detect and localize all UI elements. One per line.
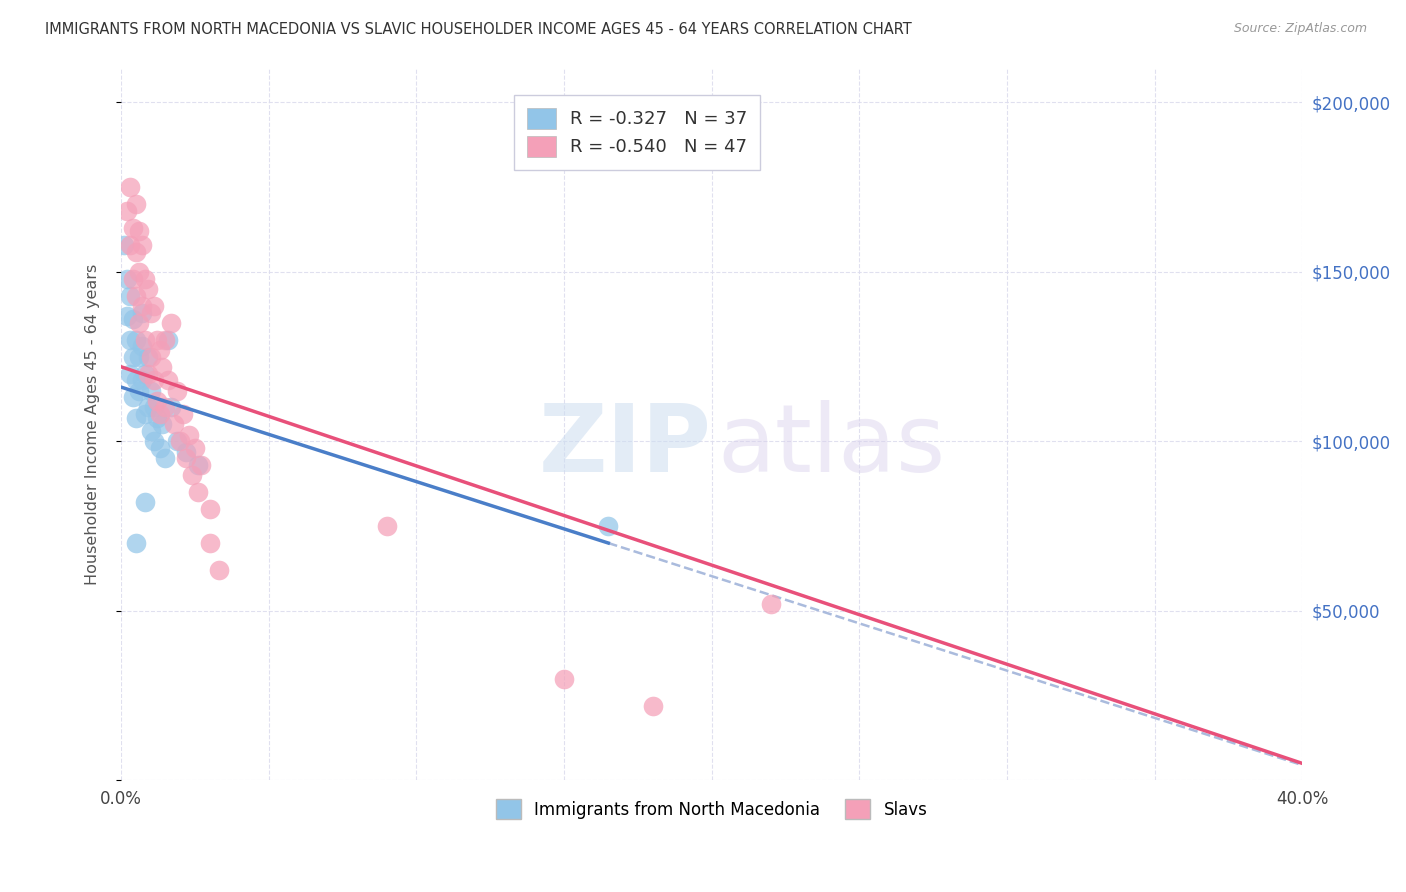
Point <box>122 312 145 326</box>
Point <box>157 373 180 387</box>
Point <box>125 288 148 302</box>
Point <box>139 305 162 319</box>
Point <box>142 299 165 313</box>
Point <box>125 244 148 259</box>
Point <box>122 350 145 364</box>
Point <box>181 468 204 483</box>
Point <box>118 237 141 252</box>
Point <box>198 502 221 516</box>
Point <box>122 390 145 404</box>
Point <box>198 536 221 550</box>
Point <box>131 299 153 313</box>
Point <box>125 536 148 550</box>
Point <box>375 519 398 533</box>
Point <box>125 373 148 387</box>
Point <box>163 417 186 432</box>
Point <box>125 197 148 211</box>
Point <box>155 401 177 415</box>
Point <box>145 393 167 408</box>
Text: ZIP: ZIP <box>538 400 711 491</box>
Point <box>598 519 620 533</box>
Point <box>134 271 156 285</box>
Point <box>145 333 167 347</box>
Point <box>169 434 191 449</box>
Point <box>187 485 209 500</box>
Point <box>187 458 209 472</box>
Point <box>128 316 150 330</box>
Text: -0.540: -0.540 <box>576 127 634 145</box>
Point <box>184 441 207 455</box>
Point <box>128 384 150 398</box>
Point <box>166 434 188 449</box>
Point <box>145 410 167 425</box>
Point <box>152 417 174 432</box>
Text: IMMIGRANTS FROM NORTH MACEDONIA VS SLAVIC HOUSEHOLDER INCOME AGES 45 - 64 YEARS : IMMIGRANTS FROM NORTH MACEDONIA VS SLAVI… <box>45 22 911 37</box>
Point <box>128 265 150 279</box>
Point <box>134 367 156 381</box>
Point <box>172 407 194 421</box>
Point <box>207 563 229 577</box>
Point <box>160 316 183 330</box>
Legend: Immigrants from North Macedonia, Slavs: Immigrants from North Macedonia, Slavs <box>489 793 934 825</box>
Point <box>155 451 177 466</box>
Point <box>115 309 138 323</box>
Y-axis label: Householder Income Ages 45 - 64 years: Householder Income Ages 45 - 64 years <box>86 264 100 585</box>
Point <box>122 220 145 235</box>
Point <box>142 401 165 415</box>
Point <box>139 350 162 364</box>
Point <box>152 359 174 374</box>
Point <box>118 180 141 194</box>
Point <box>134 407 156 421</box>
Point <box>115 203 138 218</box>
Point <box>122 271 145 285</box>
Point <box>131 373 153 387</box>
Point <box>136 350 159 364</box>
Point <box>166 384 188 398</box>
Point <box>139 384 162 398</box>
Point <box>131 237 153 252</box>
Point <box>128 224 150 238</box>
Point <box>125 410 148 425</box>
Point <box>125 333 148 347</box>
Point <box>759 597 782 611</box>
Point <box>148 441 170 455</box>
Point <box>131 339 153 353</box>
Point <box>157 333 180 347</box>
Point <box>118 367 141 381</box>
Text: atlas: atlas <box>717 400 946 491</box>
Point <box>142 373 165 387</box>
Point <box>174 444 197 458</box>
Point <box>553 672 575 686</box>
Point <box>128 350 150 364</box>
Text: 37: 37 <box>658 99 681 117</box>
Point <box>155 333 177 347</box>
Point <box>160 401 183 415</box>
Point <box>148 343 170 357</box>
Text: Source: ZipAtlas.com: Source: ZipAtlas.com <box>1233 22 1367 36</box>
Point <box>136 367 159 381</box>
Point <box>136 282 159 296</box>
Point <box>134 333 156 347</box>
Point <box>190 458 212 472</box>
Point <box>641 698 664 713</box>
Point <box>174 451 197 466</box>
Text: 47: 47 <box>658 127 681 145</box>
Point <box>142 434 165 449</box>
Text: -0.327: -0.327 <box>576 99 636 117</box>
Point <box>112 237 135 252</box>
Point <box>118 288 141 302</box>
Point <box>131 305 153 319</box>
Point <box>148 407 170 421</box>
Point <box>118 333 141 347</box>
Point <box>136 401 159 415</box>
Point <box>134 495 156 509</box>
Point <box>115 271 138 285</box>
Point <box>139 424 162 438</box>
Point <box>177 427 200 442</box>
